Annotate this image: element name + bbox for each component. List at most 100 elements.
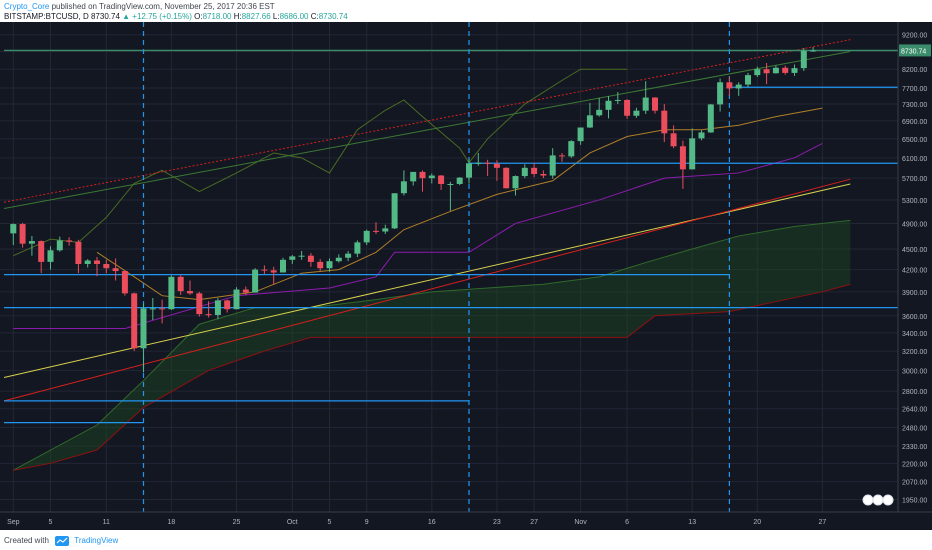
candle-body <box>559 155 565 157</box>
candle-body <box>782 67 789 73</box>
candle-body <box>586 115 593 128</box>
candle-body <box>103 263 110 269</box>
time-tick-label: 6 <box>625 519 629 526</box>
price-tick-label: 7700.00 <box>902 86 927 93</box>
price-tick-label: 9200.00 <box>902 33 927 40</box>
ichimoku-chikou <box>13 68 628 257</box>
price-tick-label: 8200.00 <box>902 67 927 74</box>
candle-body <box>131 293 138 349</box>
candle-body <box>642 97 649 111</box>
tradingview-logo-icon <box>55 536 70 546</box>
candle-body <box>345 253 352 258</box>
price-tick-label: 3900.00 <box>902 290 927 297</box>
price-chart[interactable]: 9200.008700.008200.007700.007300.006900.… <box>0 22 932 530</box>
candle-body <box>270 270 277 273</box>
tradingview-link[interactable]: TradingView <box>74 536 119 546</box>
candle-body <box>84 260 91 264</box>
high-label: H: <box>233 12 242 21</box>
time-tick-label: 27 <box>530 519 538 526</box>
publish-line: Crypto_Core published on TradingView.com… <box>4 2 275 11</box>
candle-body <box>19 224 26 244</box>
price-tick-label: 5300.00 <box>902 198 927 205</box>
last-price-tag-label: 8730.74 <box>901 48 926 55</box>
price-tick-label: 2200.00 <box>902 461 927 468</box>
time-tick-label: 13 <box>688 519 696 526</box>
candle-body <box>177 276 184 292</box>
candle-body <box>428 175 435 179</box>
candle-body <box>698 132 705 139</box>
event-badges <box>862 494 894 506</box>
time-tick-label: 23 <box>493 519 501 526</box>
candle-body <box>717 82 724 105</box>
price-tick-label: 2330.00 <box>902 444 927 451</box>
open-value: 8718.00 <box>202 12 232 21</box>
candle-body <box>289 256 296 260</box>
price-tick-label: 2800.00 <box>902 389 927 396</box>
price-tick-label: 3200.00 <box>902 349 927 356</box>
candle-body <box>754 69 761 76</box>
event-badge-icon[interactable] <box>872 494 884 506</box>
candle-body <box>456 177 463 184</box>
ichimoku-span-a <box>13 219 851 471</box>
author-link[interactable]: Crypto_Core <box>4 2 50 11</box>
event-badge-icon[interactable] <box>862 494 874 506</box>
ohlc-line: BITSTAMP:BTCUSD, D 8730.74 ▲ +12.75 (+0.… <box>4 12 348 21</box>
time-tick-label: 20 <box>753 519 761 526</box>
candle-body <box>484 162 491 164</box>
time-tick-label: 18 <box>168 519 176 526</box>
candle-body <box>187 291 193 294</box>
price-tick-label: 3000.00 <box>902 368 927 375</box>
candle-body <box>670 133 677 147</box>
candle-body <box>233 289 240 310</box>
candle-body <box>205 314 212 316</box>
time-tick-label: 27 <box>819 519 827 526</box>
price-tick-label: 7300.00 <box>902 102 927 109</box>
candle-body <box>354 242 361 254</box>
candle-body <box>633 110 640 116</box>
symbol-label[interactable]: BITSTAMP:BTCUSD, D <box>4 12 89 21</box>
candle-body <box>75 241 82 264</box>
chart-footer: Created with TradingView <box>0 530 932 550</box>
candle-body <box>224 300 231 310</box>
candle-body <box>735 84 742 89</box>
event-badge-icon[interactable] <box>882 494 894 506</box>
candle-body <box>400 181 407 194</box>
candle-body <box>726 82 733 89</box>
candle-body <box>745 75 751 85</box>
price-tick-label: 2640.00 <box>902 407 927 414</box>
candle-body <box>56 240 63 251</box>
candle-body <box>242 289 249 293</box>
candle-body <box>149 308 156 310</box>
candle-body <box>531 167 538 174</box>
price-tick-label: 3400.00 <box>902 331 927 338</box>
candle-body <box>410 171 417 182</box>
candle-body <box>707 104 714 133</box>
trendline <box>3 178 851 402</box>
price-tick-label: 6100.00 <box>902 156 927 163</box>
candle-body <box>298 255 305 257</box>
candle-body <box>261 269 268 271</box>
candle-body <box>652 97 658 111</box>
candle-body <box>503 167 510 189</box>
last-price-tag <box>899 44 931 57</box>
candle-body <box>810 50 817 52</box>
candle-body <box>624 99 631 116</box>
ichimoku-span-b <box>13 283 851 471</box>
candle-body <box>280 259 286 273</box>
candle-body <box>363 230 370 243</box>
candle-body <box>493 163 500 168</box>
candle-body <box>196 293 203 315</box>
open-label: O: <box>194 12 203 21</box>
candle-body <box>214 300 221 315</box>
time-axis <box>0 512 932 530</box>
candle-body <box>605 100 612 110</box>
close-value: 8730.74 <box>318 12 348 21</box>
time-tick-label: Nov <box>574 519 587 526</box>
candle-body <box>568 141 575 157</box>
low-value: 8686.00 <box>279 12 309 21</box>
candle-body <box>317 261 324 269</box>
candle-body <box>47 250 54 262</box>
time-tick-label: 5 <box>328 519 332 526</box>
candle-body <box>679 146 686 170</box>
candle-body <box>614 99 621 101</box>
